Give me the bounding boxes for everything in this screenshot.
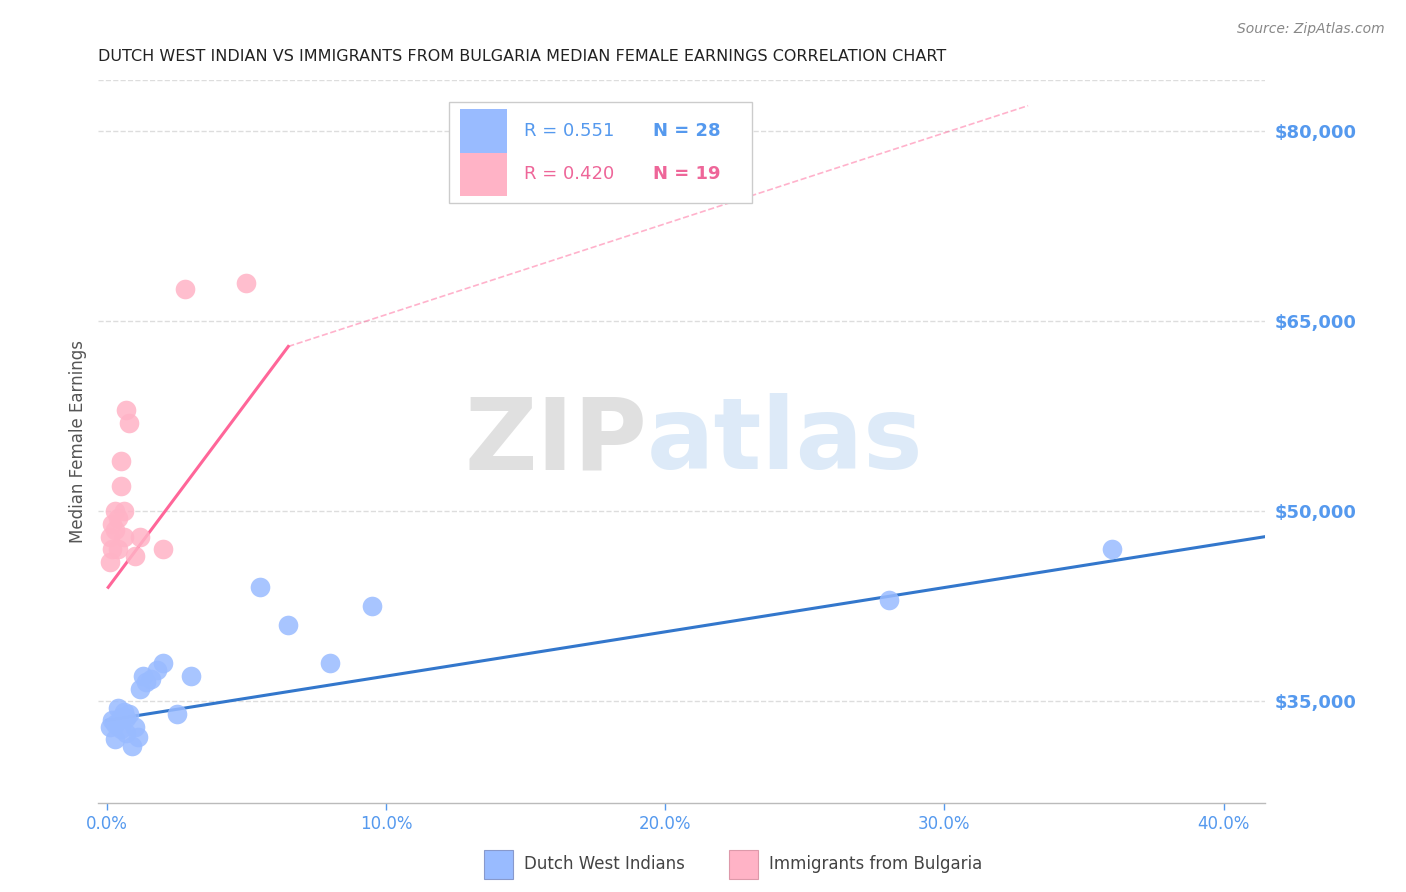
- Point: [135, 675, 157, 690]
- Point: [146, 663, 169, 677]
- Point: [101, 542, 124, 557]
- Point: [152, 657, 174, 671]
- Point: [129, 681, 152, 696]
- Point: [101, 516, 124, 531]
- Point: [319, 657, 342, 671]
- Text: Immigrants from Bulgaria: Immigrants from Bulgaria: [769, 855, 983, 873]
- Point: [115, 726, 138, 740]
- Point: [1101, 542, 1123, 557]
- Text: N = 19: N = 19: [652, 165, 720, 183]
- Text: Source: ZipAtlas.com: Source: ZipAtlas.com: [1237, 22, 1385, 37]
- FancyBboxPatch shape: [449, 102, 752, 203]
- Point: [118, 707, 141, 722]
- Point: [110, 453, 132, 467]
- Point: [107, 542, 129, 557]
- Point: [877, 593, 900, 607]
- Point: [127, 730, 149, 744]
- Point: [124, 549, 146, 563]
- Point: [112, 705, 135, 719]
- Point: [115, 711, 138, 725]
- Point: [110, 709, 132, 723]
- Point: [277, 618, 299, 632]
- Point: [180, 669, 202, 683]
- Text: N = 28: N = 28: [652, 122, 720, 140]
- Point: [101, 714, 124, 728]
- Point: [98, 555, 121, 569]
- Point: [115, 402, 138, 417]
- Point: [249, 580, 271, 594]
- Point: [107, 510, 129, 524]
- FancyBboxPatch shape: [728, 850, 758, 879]
- FancyBboxPatch shape: [484, 850, 513, 879]
- Point: [110, 723, 132, 737]
- Point: [104, 504, 127, 518]
- Text: Dutch West Indians: Dutch West Indians: [524, 855, 685, 873]
- Point: [361, 599, 384, 614]
- FancyBboxPatch shape: [460, 153, 508, 196]
- Y-axis label: Median Female Earnings: Median Female Earnings: [69, 340, 87, 543]
- Point: [104, 717, 127, 731]
- Point: [112, 504, 135, 518]
- Point: [121, 739, 143, 753]
- Point: [141, 672, 163, 686]
- Point: [98, 720, 121, 734]
- Point: [132, 669, 155, 683]
- Point: [110, 479, 132, 493]
- Text: R = 0.551: R = 0.551: [524, 122, 614, 140]
- Point: [129, 530, 152, 544]
- Text: R = 0.420: R = 0.420: [524, 165, 614, 183]
- Point: [98, 530, 121, 544]
- Point: [112, 530, 135, 544]
- Point: [174, 282, 197, 296]
- Point: [166, 707, 188, 722]
- Point: [104, 523, 127, 537]
- Point: [104, 732, 127, 747]
- Text: DUTCH WEST INDIAN VS IMMIGRANTS FROM BULGARIA MEDIAN FEMALE EARNINGS CORRELATION: DUTCH WEST INDIAN VS IMMIGRANTS FROM BUL…: [98, 49, 946, 64]
- Point: [107, 700, 129, 714]
- FancyBboxPatch shape: [460, 109, 508, 153]
- Point: [235, 276, 257, 290]
- Text: atlas: atlas: [647, 393, 924, 490]
- Point: [152, 542, 174, 557]
- Text: ZIP: ZIP: [464, 393, 647, 490]
- Point: [118, 416, 141, 430]
- Point: [124, 720, 146, 734]
